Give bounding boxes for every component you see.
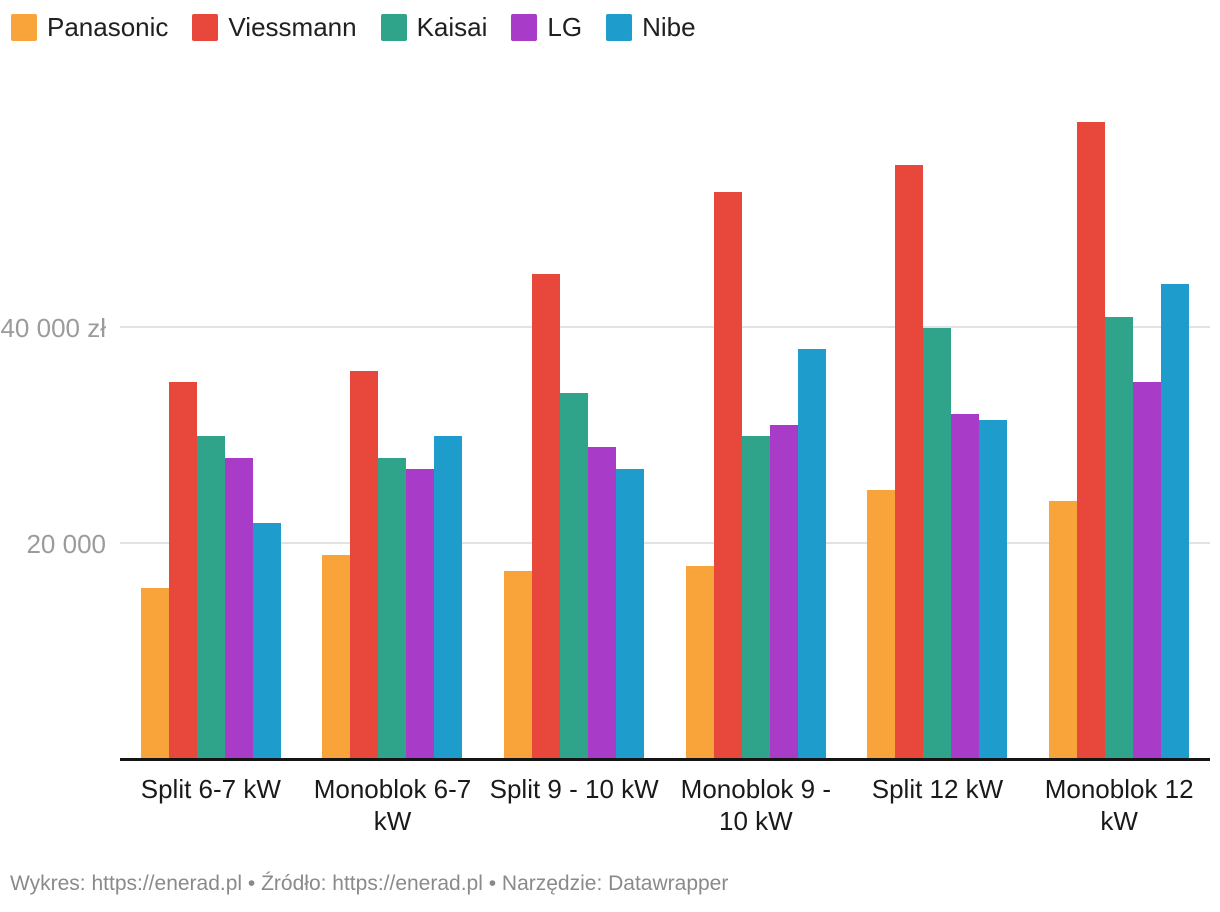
bar-panasonic [322,555,351,761]
y-tick-label: 40 000 zł [0,312,106,343]
bar-panasonic [1049,501,1078,761]
bar-nibe [616,468,645,761]
plot-area: 20 000 40 000 zł [0,111,1210,761]
bar-lg [951,414,980,761]
bar-viessmann [1077,121,1106,761]
legend-swatch-icon [511,14,538,41]
x-axis-category-label: Split 9 - 10 kW [489,774,659,804]
bar-viessmann [350,371,379,761]
gridline-40000 [120,325,1210,328]
bar-group [1028,111,1210,761]
x-axis-line [120,758,1210,761]
bar-panasonic [140,587,169,761]
bar-nibe [252,522,281,761]
legend-item-lg: LG [511,12,582,43]
legend-item-nibe: Nibe [606,12,696,43]
bar-kaisai [923,327,952,761]
legend-swatch-icon [380,14,407,41]
y-tick-label: 20 000 [26,529,106,560]
bar-panasonic [685,566,714,761]
bar-viessmann [895,165,924,761]
bar-nibe [434,436,463,761]
x-axis-category-label: Monoblok 12 kW [1044,774,1194,836]
bar-kaisai [560,392,589,761]
bar-viessmann [168,381,197,761]
legend-label: Nibe [642,12,696,42]
bar-kaisai [741,436,770,761]
x-axis-category-label: Split 12 kW [871,774,1004,804]
bar-lg [588,446,617,761]
bar-lg [1133,381,1162,761]
footer-attribution: Wykres: https://enerad.pl • Źródło: http… [10,872,729,895]
legend-item-viessmann: Viessmann [192,12,357,43]
bar-kaisai [196,436,225,761]
bar-kaisai [1105,316,1134,761]
bar-group [483,111,665,761]
legend: Panasonic Viessmann Kaisai LG Nibe [11,12,696,43]
x-axis-category-label: Monoblok 6-7 kW [313,774,472,836]
bar-group [302,111,484,761]
legend-label: Viessmann [228,12,357,42]
bar-nibe [1161,284,1190,761]
bar-nibe [979,419,1008,761]
legend-label: Kaisai [416,12,488,42]
x-axis-category-label: Split 6-7 kW [140,774,281,804]
bar-panasonic [867,490,896,761]
bar-viessmann [713,192,742,761]
legend-item-kaisai: Kaisai [380,12,488,43]
legend-swatch-icon [11,14,37,41]
bar-group [120,111,302,761]
bar-lg [224,457,253,761]
bar-group [847,111,1029,761]
bar-viessmann [532,273,561,761]
bar-nibe [797,349,826,761]
bar-lg [406,468,435,761]
legend-label: LG [547,12,583,42]
bar-kaisai [378,457,407,761]
bar-panasonic [504,571,533,761]
legend-swatch-icon [606,14,633,41]
legend-label: Panasonic [47,12,169,42]
x-axis-category-label: Monoblok 9 - 10 kW [680,774,831,836]
bar-group [665,111,847,761]
legend-swatch-icon [192,14,219,41]
legend-item-panasonic: Panasonic [11,12,168,43]
bar-lg [769,425,798,761]
gridline-20000 [120,542,1210,545]
